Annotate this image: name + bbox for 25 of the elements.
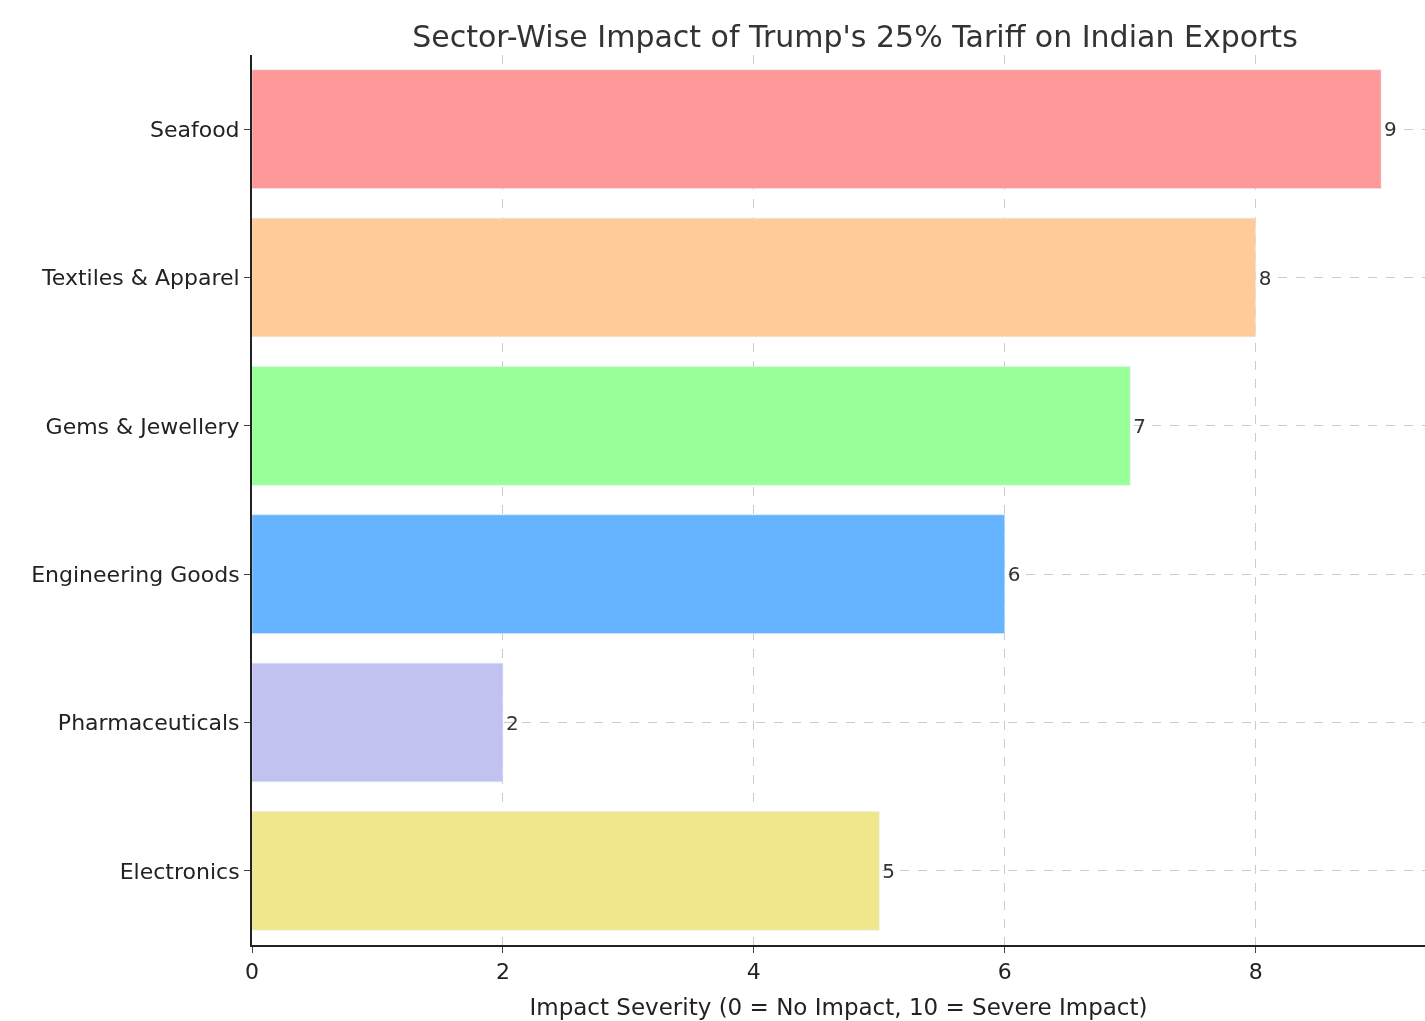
data-label: 7 xyxy=(1133,413,1146,438)
y-tick-label: Electronics xyxy=(119,858,240,884)
data-label: 2 xyxy=(505,710,519,735)
bar xyxy=(252,69,1382,189)
y-tick-label: Gems & Jewellery xyxy=(45,413,240,439)
data-label: 6 xyxy=(1007,562,1021,587)
chart-title: Sector-Wise Impact of Trump's 25% Tariff on Indian Exports xyxy=(412,18,1298,54)
bar xyxy=(252,514,1005,634)
y-tick-label: Seafood xyxy=(149,116,240,142)
data-label: 5 xyxy=(882,858,895,883)
x-tick-label: 6 xyxy=(997,959,1012,985)
data-label: 9 xyxy=(1384,117,1397,142)
y-tick-label: Pharmaceuticals xyxy=(57,710,240,736)
bar xyxy=(252,366,1131,486)
x-tick-label: 0 xyxy=(245,959,259,985)
x-tick-label: 4 xyxy=(746,959,761,985)
data-label: 8 xyxy=(1258,265,1272,290)
bar xyxy=(252,662,504,783)
bar xyxy=(252,811,880,931)
y-tick-label: Engineering Goods xyxy=(31,561,240,587)
x-tick-label: 2 xyxy=(495,959,510,985)
y-tick-label: Textiles & Apparel xyxy=(41,265,240,291)
x-axis-title: Impact Severity (0 = No Impact, 10 = Severe Impact) xyxy=(529,993,1148,1020)
bar xyxy=(252,217,1256,338)
x-tick-label: 8 xyxy=(1248,959,1263,985)
